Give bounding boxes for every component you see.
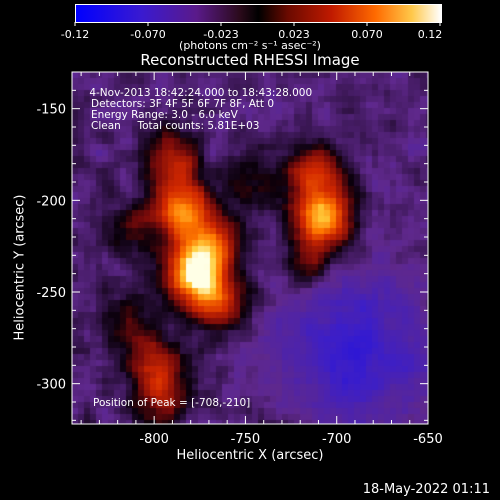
info-detectors: Detectors: 3F 4F 5F 6F 7F 8F, Att 0 bbox=[91, 98, 275, 110]
colorbar-tick-label: -0.070 bbox=[130, 28, 166, 41]
y-tick-label: -150 bbox=[36, 103, 66, 118]
x-tick-label: -800 bbox=[139, 432, 169, 447]
colorbar-units: (photons cm⁻² s⁻¹ asec⁻²) bbox=[179, 39, 321, 52]
y-tick-label: -250 bbox=[36, 286, 66, 301]
heatmap-plot bbox=[72, 72, 428, 424]
info-energy-range: Energy Range: 3.0 - 6.0 keV bbox=[91, 109, 238, 121]
info-time-range: 4-Nov-2013 18:42:24.000 to 18:43:28.000 bbox=[86, 87, 313, 99]
heatmap-canvas bbox=[72, 72, 428, 424]
y-axis-title: Heliocentric Y (arcsec) bbox=[12, 194, 28, 341]
colorbar-tick-label: -0.023 bbox=[203, 28, 239, 41]
chart-title: Reconstructed RHESSI Image bbox=[140, 51, 360, 69]
colorbar-tick-label: -0.12 bbox=[60, 28, 90, 41]
colorbar-tick-label: 0.12 bbox=[417, 28, 443, 41]
colorbar-tick-label: 0.023 bbox=[278, 28, 310, 41]
datestamp: 18-May-2022 01:11 bbox=[362, 482, 490, 497]
y-tick-label: -300 bbox=[36, 378, 66, 393]
colorbar bbox=[75, 4, 442, 23]
x-tick-label: -750 bbox=[231, 432, 261, 447]
x-axis-title: Heliocentric X (arcsec) bbox=[176, 448, 324, 463]
x-tick-label: -700 bbox=[322, 432, 352, 447]
x-tick-label: -650 bbox=[413, 432, 443, 447]
colorbar-tick-label: 0.070 bbox=[351, 28, 383, 41]
y-tick-label: -200 bbox=[36, 194, 66, 209]
colorbar-ticks bbox=[74, 22, 441, 26]
info-peak-position: Position of Peak = [-708,-210] bbox=[93, 397, 251, 409]
info-clean-counts: Clean Total counts: 5.81E+03 bbox=[91, 120, 260, 132]
